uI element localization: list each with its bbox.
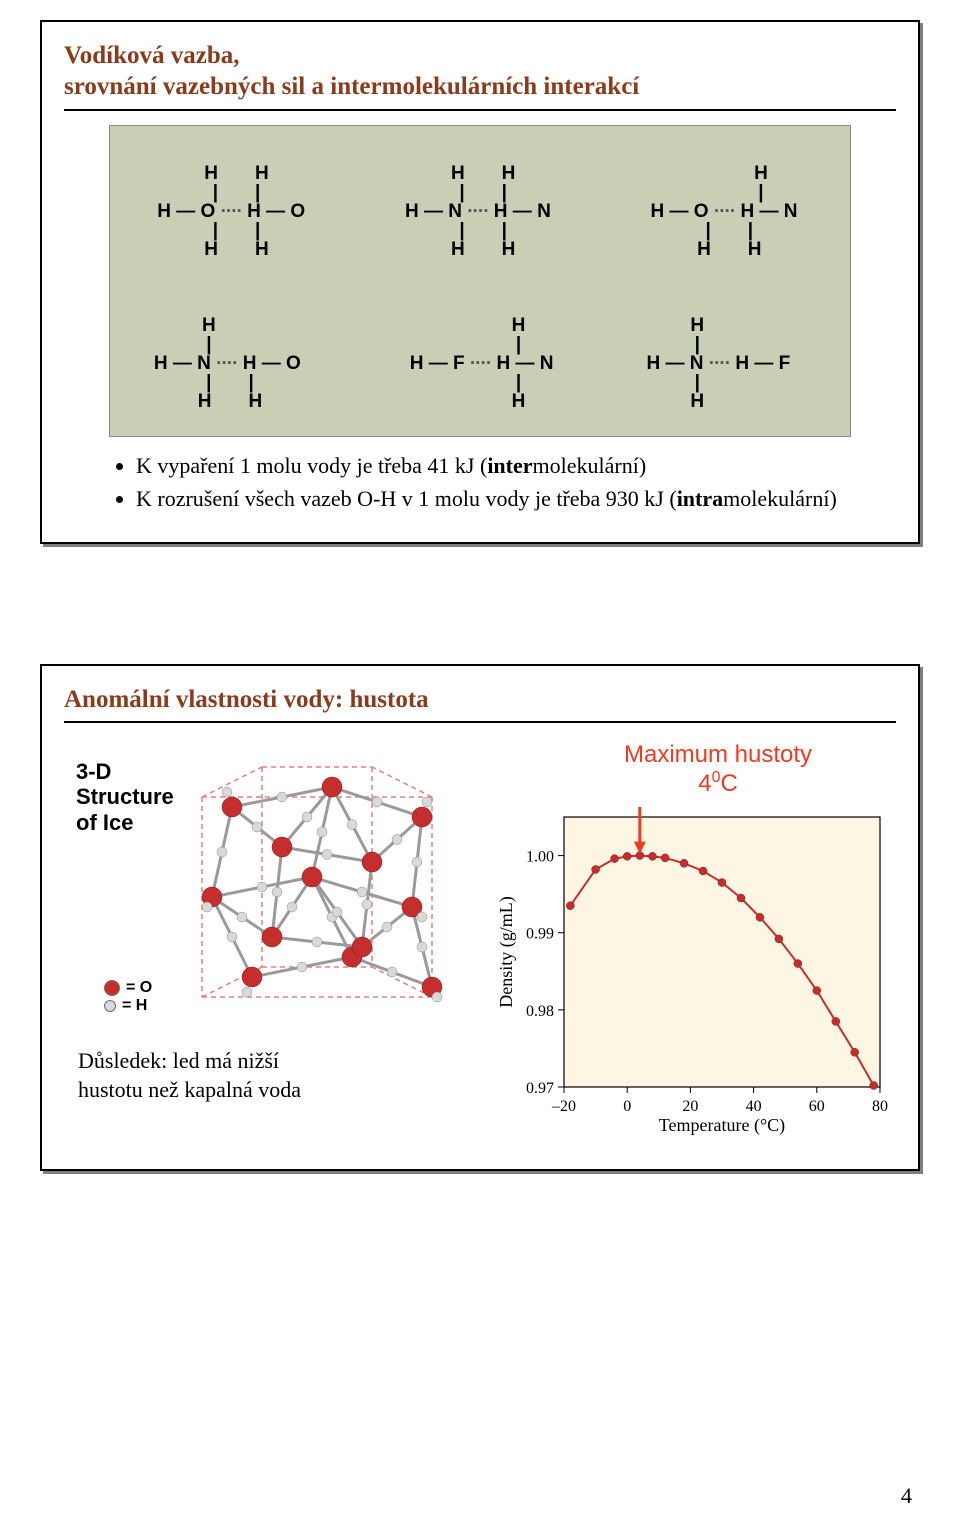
hbond-diagram: H H | | H — O ···· H — O | | H H H H | |… [109,125,851,437]
svg-text:40: 40 [746,1098,762,1115]
panel2-title-block: Anomální vlastnosti vody: hustota [64,684,896,723]
svg-text:Temperature (°C): Temperature (°C) [659,1115,785,1136]
max-density-l2: 40C [624,769,812,798]
legend-h: = H [104,997,152,1015]
panel2-title: Anomální vlastnosti vody: hustota [64,684,896,715]
ice-structure-label: 3-D Structure of Ice [76,759,174,835]
molecule: H H | | H — O ···· H — O | | H H [157,164,310,259]
bullet-item: K vypaření 1 molu vody je třeba 41 kJ (i… [136,451,896,481]
molecule: H | H — O ···· H — N | | H H [651,164,803,259]
molecule: H | H — N ···· H — F | H [647,316,807,411]
density-chart: 0.97 0.98 0.99 1.00 –20 0 20 40 60 80 Temperature … [494,807,894,1137]
panel1-title-block: Vodíková vazba, srovnání vazebných sil a… [64,40,896,111]
svg-text:0.97: 0.97 [526,1080,554,1097]
svg-text:Density (g/mL): Density (g/mL) [496,896,517,1007]
max-density-label: Maximum hustoty 40C [624,741,812,798]
consequence-l2: hustotu než kapalná voda [78,1076,301,1105]
page-number: 4 [901,1483,912,1509]
ice-lattice-diagram [172,747,462,1027]
bullet-item: K rozrušení všech vazeb O-H v 1 molu vod… [136,484,896,514]
svg-text:–20: –20 [551,1098,576,1115]
molecule: H | H — F ···· H — N | H [410,316,559,411]
panel1-bullets: K vypaření 1 molu vody je třeba 41 kJ (i… [64,451,896,514]
svg-text:60: 60 [809,1098,825,1115]
legend-o: = O [104,979,152,997]
ice-label-l3: of Ice [76,810,174,835]
svg-text:80: 80 [872,1098,888,1115]
ice-label-l2: Structure [76,784,174,809]
consequence-text: Důsledek: led má nižší hustotu než kapal… [78,1047,301,1104]
hydrogen-dot-icon [104,1000,116,1012]
consequence-l1: Důsledek: led má nižší [78,1047,301,1076]
ice-legend: = O = H [104,979,152,1015]
ice-label-l1: 3-D [76,759,174,784]
panel1-title-l2: srovnání vazebných sil a intermolekulárn… [64,71,896,102]
svg-text:0: 0 [623,1098,631,1115]
oxygen-dot-icon [104,980,120,996]
svg-text:20: 20 [682,1098,698,1115]
molecule: H H | | H — N ···· H — N | | H H [405,164,556,259]
max-density-l1: Maximum hustoty [624,741,812,769]
panel1-title-l1: Vodíková vazba, [64,40,896,71]
svg-text:0.98: 0.98 [526,1003,554,1020]
molecule: H | H — N ···· H — O | | H H [154,316,322,411]
svg-text:1.00: 1.00 [526,849,554,866]
panel-hydrogen-bond: Vodíková vazba, srovnání vazebných sil a… [40,20,920,544]
panel2-body: 3-D Structure of Ice = O = H Důsledek: l… [64,737,896,1137]
svg-text:0.99: 0.99 [526,926,554,943]
panel-density: Anomální vlastnosti vody: hustota 3-D St… [40,664,920,1171]
